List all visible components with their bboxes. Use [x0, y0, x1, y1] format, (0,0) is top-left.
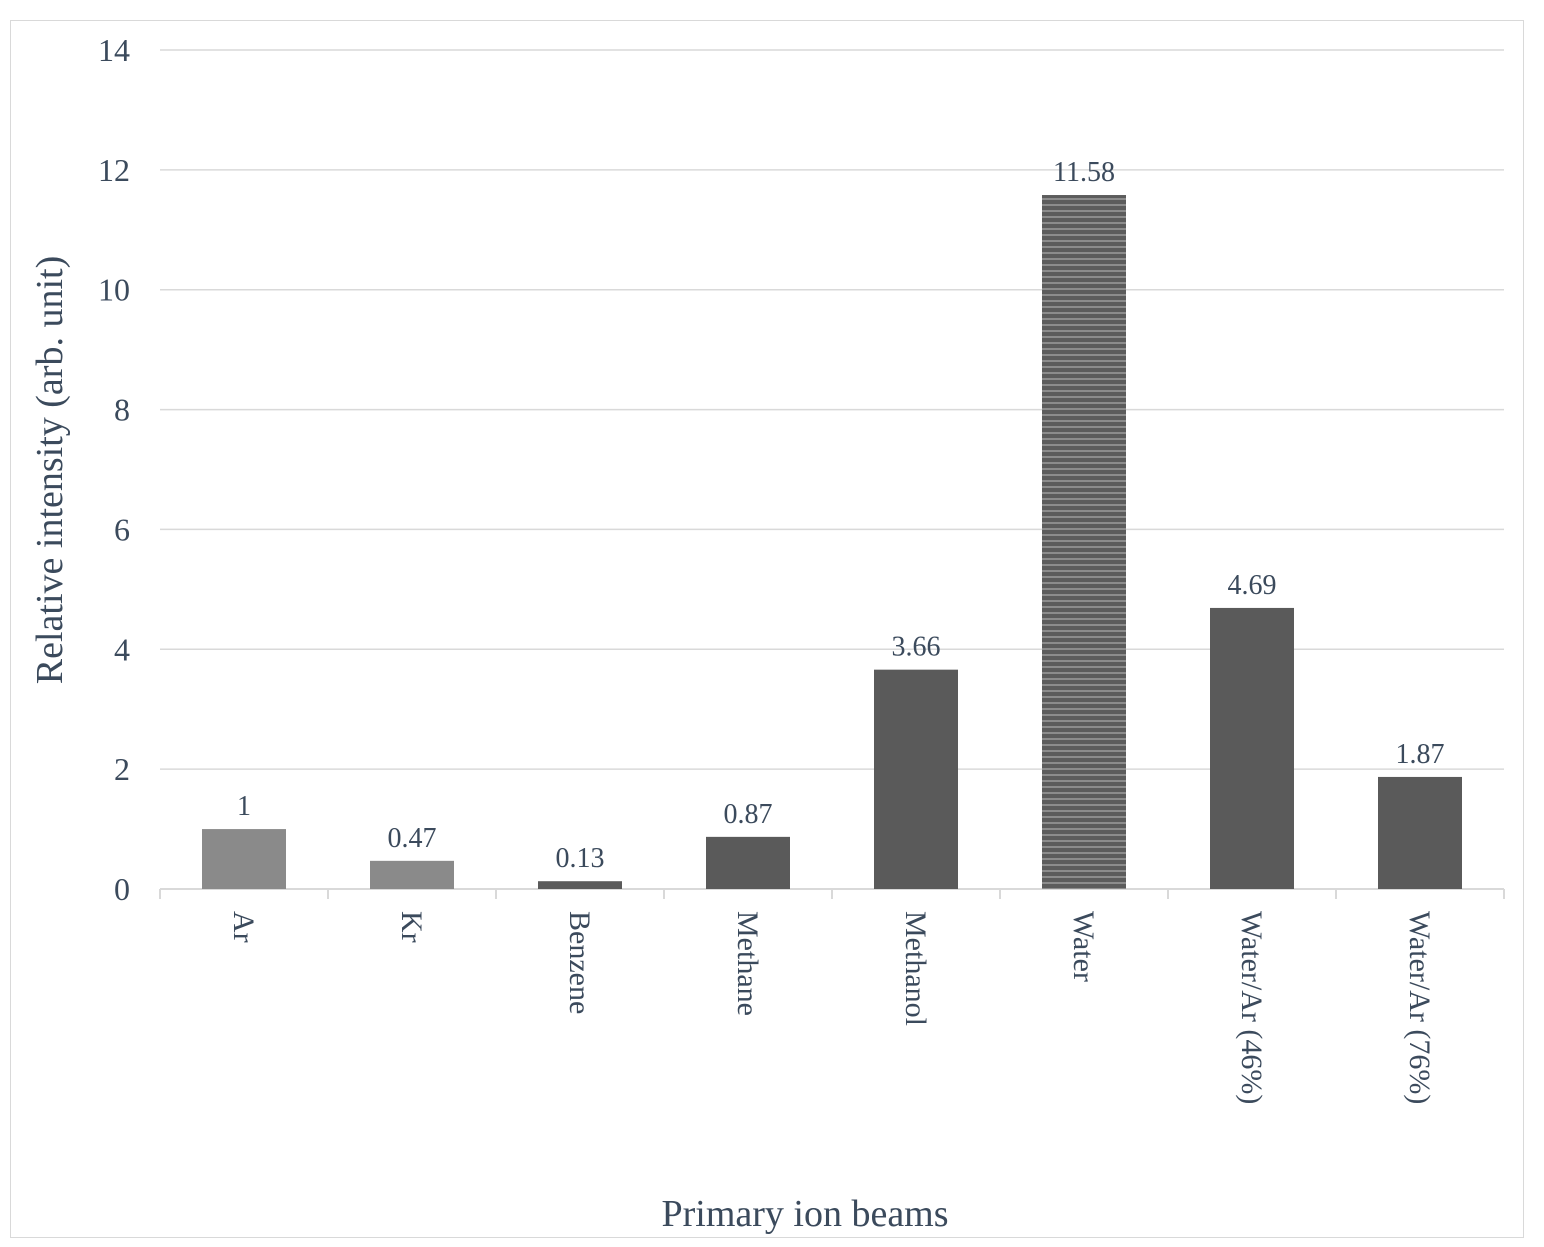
- y-tick-label: 6: [114, 511, 130, 547]
- y-tick-label: 2: [114, 751, 130, 787]
- x-category-label: Methanol: [899, 911, 932, 1026]
- data-label: 0.13: [556, 843, 605, 874]
- x-category-label: Kr: [395, 911, 428, 943]
- x-category-label: Ar: [227, 911, 260, 943]
- x-category-label: Water/Ar (76%): [1403, 911, 1436, 1104]
- y-tick-label: 14: [98, 32, 130, 68]
- gridlines: [160, 49, 1504, 770]
- bar-kr: [370, 860, 454, 889]
- bar-methanol: [874, 669, 958, 889]
- y-tick-labels: 0 2 4 6 8 10 12 14: [98, 32, 130, 907]
- x-category-label: Water/Ar (46%): [1235, 911, 1268, 1104]
- data-label: 11.58: [1053, 157, 1115, 188]
- data-label: 4.69: [1228, 570, 1277, 601]
- bars: [202, 195, 1462, 889]
- data-label: 1: [237, 791, 251, 822]
- data-label: 0.47: [388, 823, 437, 854]
- bar-water-ar-46: [1210, 607, 1294, 889]
- x-category-labels: Ar Kr Benzene Methane Methanol Water Water/Ar …: [227, 911, 1436, 1104]
- bar-methane: [706, 836, 790, 889]
- y-axis-title: Relative intensity (arb. unit): [29, 256, 71, 684]
- y-tick-label: 8: [114, 392, 130, 428]
- data-label: 0.87: [724, 799, 773, 830]
- bar-ar: [202, 829, 286, 889]
- x-category-label: Benzene: [563, 911, 596, 1014]
- bar-water-ar-76: [1378, 776, 1462, 889]
- x-category-label: Water: [1067, 911, 1100, 982]
- x-axis-title: Primary ion beams: [661, 1193, 948, 1235]
- data-label: 1.87: [1396, 739, 1445, 770]
- x-category-label: Methane: [731, 911, 764, 1016]
- y-tick-label: 4: [114, 631, 130, 667]
- data-labels: 1 0.47 0.13 0.87 3.66 11.58 4.69 1.87: [237, 157, 1445, 874]
- y-tick-label: 10: [98, 272, 130, 308]
- x-axis: [159, 888, 1505, 899]
- y-tick-label: 0: [114, 871, 130, 907]
- y-tick-label: 12: [98, 152, 130, 188]
- bar-benzene: [538, 881, 622, 889]
- bar-water: [1042, 195, 1126, 889]
- data-label: 3.66: [892, 632, 941, 663]
